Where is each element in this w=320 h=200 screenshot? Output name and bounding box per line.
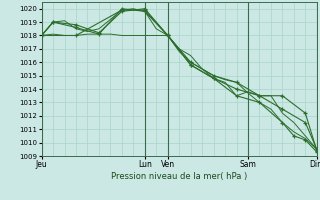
X-axis label: Pression niveau de la mer( hPa ): Pression niveau de la mer( hPa ) — [111, 172, 247, 181]
